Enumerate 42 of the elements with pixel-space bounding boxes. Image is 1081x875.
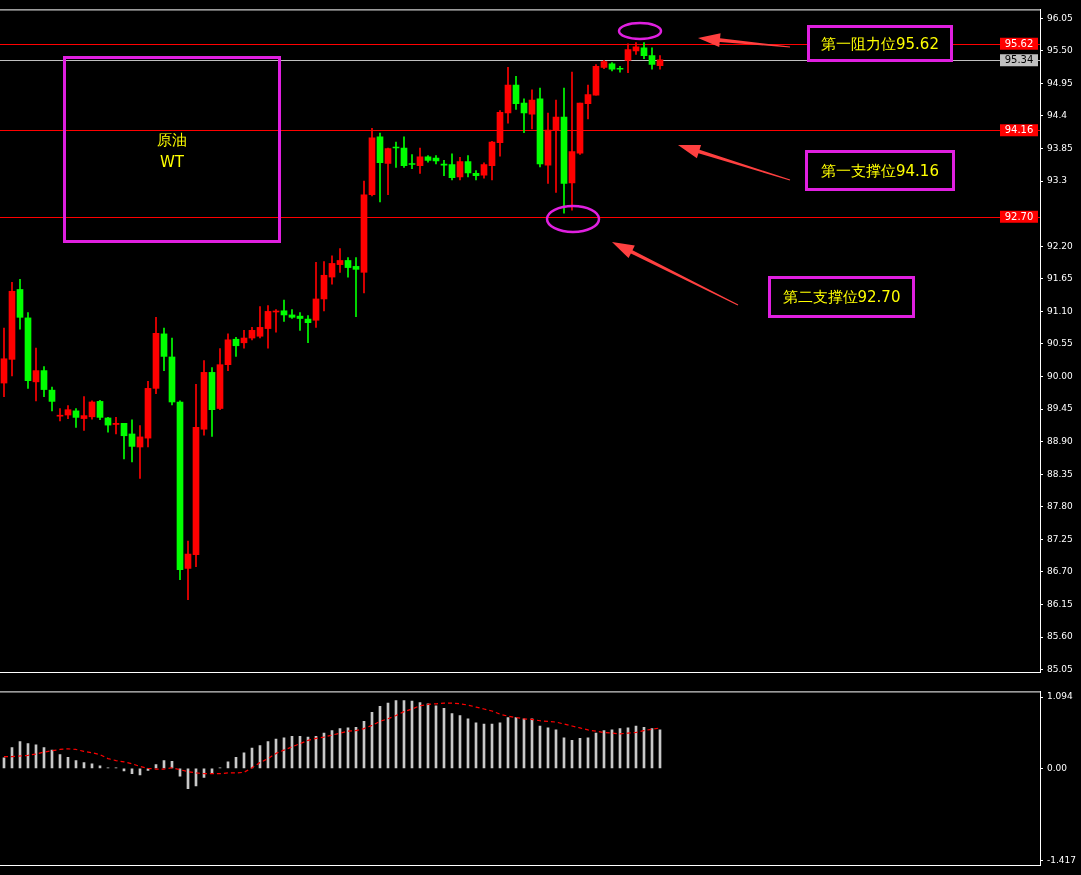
y-tick-label: 90.55 [1047,338,1073,349]
y-tick-label: 90.00 [1047,370,1074,381]
candlestick [184,540,192,601]
y-tick-label: 91.65 [1047,273,1073,284]
ref-line-label: 94.16 [1004,124,1034,136]
y-tick-label: 85.60 [1047,631,1074,642]
y-tick-label: 86.70 [1047,566,1074,577]
annotation: 第二支撑位92.70 [782,287,901,308]
y-tick-label: 88.90 [1047,436,1074,447]
y-tick-label: 88.35 [1047,468,1073,479]
y-tick-label: 93.85 [1047,142,1073,153]
y-tick-label: 94.4 [1047,110,1068,121]
candlestick [280,299,288,322]
y-tick-label: 86.15 [1047,598,1073,609]
annotation: 原油 WT [157,130,187,173]
candlestick [32,347,40,402]
y-tick-label: 85.05 [1047,663,1073,674]
y-tick-label: 95.50 [1047,45,1074,56]
candlestick [336,248,344,273]
ref-line-label: 92.70 [1004,210,1034,222]
candlestick [296,312,304,331]
candlestick [112,417,120,435]
ref-line-label: 95.34 [1004,54,1034,66]
annotation: 第一支撑位94.16 [821,160,939,182]
y-tick-label: 91.10 [1047,305,1074,316]
candlestick [352,257,360,318]
line-series [3,702,661,775]
y-tick-label: 87.25 [1047,533,1073,544]
y-tick-label: 93.3 [1047,175,1068,186]
y-tick-label: 87.80 [1047,501,1074,512]
y-tick-label: 89.45 [1047,403,1073,414]
ref-line-label: 95.62 [1004,37,1034,49]
candlestick [56,408,64,422]
y-tick-label: 1.094 [1047,691,1074,702]
y-tick-label: 92.20 [1047,240,1074,251]
y-tick-label: 0.00 [1047,762,1068,773]
y-tick-label: -1.417 [1047,855,1077,866]
candlestick [80,396,88,431]
y-tick-label: 96.05 [1047,12,1073,23]
candlestick [408,154,416,170]
y-tick-label: 94.95 [1047,77,1073,88]
annotation: 第一阻力位95.62 [821,33,939,55]
